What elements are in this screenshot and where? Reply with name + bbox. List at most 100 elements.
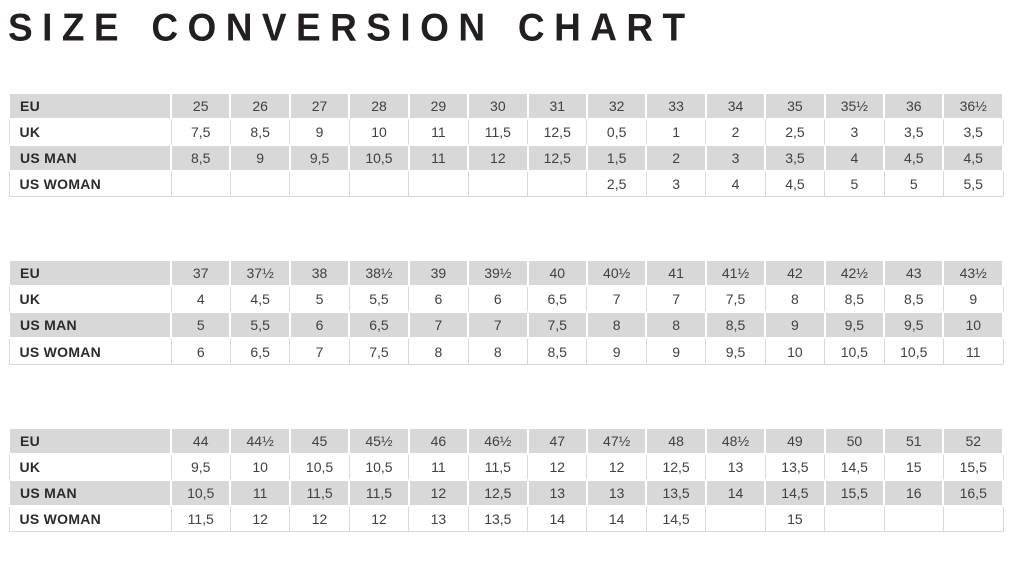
size-value-cell: [348, 170, 410, 198]
row-label: US MAN: [8, 311, 172, 340]
size-value-cell: 12: [407, 478, 470, 507]
size-value-cell: 13: [705, 453, 766, 481]
size-value-cell: 38½: [348, 259, 410, 288]
size-value-cell: 41: [645, 259, 707, 288]
size-value-cell: 13,5: [645, 478, 707, 507]
size-value-cell: 36½: [942, 91, 1004, 120]
size-value-cell: 13: [585, 478, 648, 507]
row-label: EU: [8, 259, 172, 288]
size-value-cell: 8,5: [824, 285, 885, 313]
size-value-cell: 5: [883, 170, 944, 198]
table-row-us-man: US MAN 10,5 11 11,5 11,5 12 12,5 13 13 13,5 14 14,5…: [8, 478, 1004, 507]
size-value-cell: 2,5: [586, 170, 647, 198]
size-value-cell: 11,5: [467, 453, 529, 481]
size-value-cell: [824, 505, 885, 533]
size-value-cell: 4,5: [883, 143, 945, 172]
table-row-uk: UK 9,5 10 10,5 10,5 11 11,5 12 12 12,5 13 13,5 14,5 1…: [8, 453, 1004, 481]
size-value-cell: 8: [467, 337, 529, 365]
size-value-cell: [527, 170, 588, 198]
row-label: EU: [8, 426, 172, 455]
size-value-cell: 26: [229, 91, 291, 120]
size-table-large-range: EU 44 44½ 45 45½ 46 46½ 47 47½ 48 48½ 49 50 51 52 UK 9,5…: [8, 426, 1004, 533]
size-value-cell: 40½: [585, 259, 648, 288]
row-label: US WOMAN: [8, 505, 172, 533]
size-value-cell: 9: [645, 337, 707, 365]
table-row-uk: UK 4 4,5 5 5,5 6 6 6,5 7 7 7,5 8 8,5 8,5 9: [8, 285, 1004, 313]
size-value-cell: 8,5: [704, 311, 767, 340]
row-label: US MAN: [8, 478, 172, 507]
size-value-cell: [705, 505, 766, 533]
size-value-cell: 8: [408, 337, 469, 365]
size-value-cell: 14: [704, 478, 767, 507]
size-value-cell: 8: [645, 311, 707, 340]
size-value-cell: 5: [169, 311, 232, 340]
size-value-cell: 10,5: [169, 478, 232, 507]
size-value-cell: 12,5: [467, 478, 529, 507]
size-value-cell: 29: [407, 91, 470, 120]
size-value-cell: 9,5: [823, 311, 886, 340]
size-value-cell: 9: [289, 118, 350, 146]
size-value-cell: 33: [645, 91, 707, 120]
size-value-cell: [942, 505, 1004, 533]
size-value-cell: 1: [645, 118, 707, 146]
size-value-cell: 32: [585, 91, 648, 120]
size-value-cell: 6,5: [229, 337, 291, 365]
size-value-cell: 3,5: [942, 118, 1004, 146]
size-value-cell: 42: [764, 259, 826, 288]
size-value-cell: 40: [526, 259, 588, 288]
size-value-cell: 11,5: [288, 478, 351, 507]
size-value-cell: 7,5: [705, 285, 766, 313]
size-value-cell: 38: [288, 259, 351, 288]
size-value-cell: 4,5: [764, 170, 826, 198]
size-value-cell: [883, 505, 944, 533]
row-label: UK: [8, 453, 172, 481]
size-value-cell: 12,5: [645, 453, 707, 481]
size-value-cell: 15,5: [942, 453, 1004, 481]
size-value-cell: 9: [942, 285, 1004, 313]
size-value-cell: 9,5: [705, 337, 766, 365]
size-value-cell: 10: [229, 453, 291, 481]
size-value-cell: 7: [645, 285, 707, 313]
size-value-cell: 16: [883, 478, 945, 507]
size-value-cell: 7: [289, 337, 350, 365]
size-value-cell: 9: [586, 337, 647, 365]
size-value-cell: 35: [764, 91, 826, 120]
size-value-cell: 41½: [704, 259, 767, 288]
size-value-cell: 14,5: [764, 478, 826, 507]
size-value-cell: 10,5: [348, 453, 410, 481]
row-label: US WOMAN: [8, 170, 172, 198]
size-value-cell: 47: [526, 426, 588, 455]
size-table-small-range: EU 25 26 27 28 29 30 31 32 33 34 35 35½ 36 36½ UK 7,5 8,5…: [8, 91, 1004, 198]
size-value-cell: 42½: [823, 259, 886, 288]
size-value-cell: 48½: [704, 426, 767, 455]
size-value-cell: 30: [467, 91, 529, 120]
size-value-cell: 8: [764, 285, 826, 313]
size-value-cell: 11: [229, 478, 291, 507]
size-value-cell: 5,5: [348, 285, 410, 313]
size-value-cell: 45½: [348, 426, 410, 455]
size-value-cell: 11: [408, 118, 469, 146]
size-value-cell: 0,5: [586, 118, 647, 146]
page-title: SIZE CONVERSION CHART: [8, 6, 695, 49]
size-value-cell: 3: [824, 118, 885, 146]
size-value-cell: 37: [169, 259, 232, 288]
size-value-cell: 7: [467, 311, 529, 340]
size-value-cell: 35½: [823, 91, 886, 120]
size-value-cell: 7,5: [348, 337, 410, 365]
size-value-cell: 9: [764, 311, 826, 340]
size-value-cell: 5: [824, 170, 885, 198]
table-row-eu: EU 25 26 27 28 29 30 31 32 33 34 35 35½ 36 36½: [8, 91, 1004, 120]
size-value-cell: 4: [705, 170, 766, 198]
size-value-cell: 6,5: [527, 285, 588, 313]
size-value-cell: 10: [348, 118, 410, 146]
size-value-cell: 43: [883, 259, 945, 288]
size-value-cell: [289, 170, 350, 198]
conversion-tables: EU 25 26 27 28 29 30 31 32 33 34 35 35½ 36 36½ UK 7,5 8,5…: [8, 91, 1004, 533]
size-value-cell: 11: [408, 453, 469, 481]
table-row-uk: UK 7,5 8,5 9 10 11 11,5 12,5 0,5 1 2 2,5 3 3,5 3,5: [8, 118, 1004, 146]
size-value-cell: 28: [348, 91, 410, 120]
size-value-cell: 51: [883, 426, 945, 455]
size-value-cell: 12: [527, 453, 588, 481]
size-value-cell: 25: [169, 91, 232, 120]
